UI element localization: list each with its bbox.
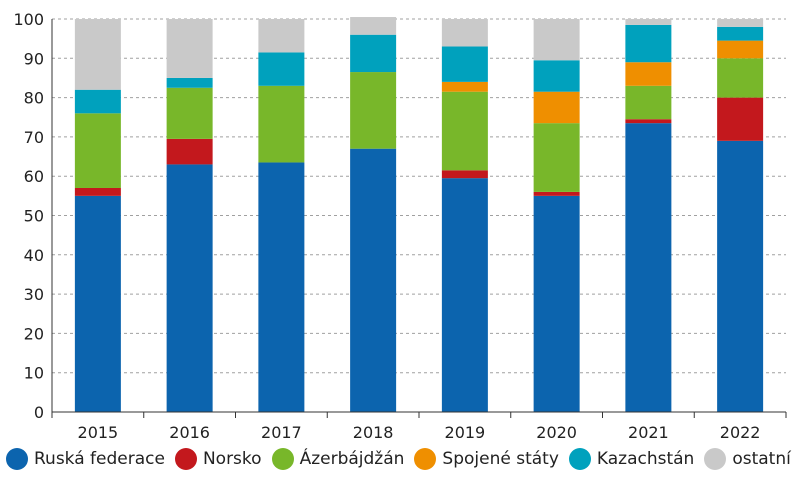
legend-label: Kazachstán — [596, 449, 695, 469]
bar-segment — [625, 119, 672, 124]
legend-label: Norsko — [202, 449, 262, 469]
x-tick-label: 2015 — [78, 423, 119, 441]
bar-segment — [625, 19, 672, 25]
legend-label: ostatní — [732, 449, 791, 469]
bar-segment — [441, 81, 488, 92]
grid — [52, 18, 786, 374]
legend-item: Ruská federace — [6, 448, 165, 470]
x-tick-label: 2020 — [536, 423, 577, 441]
y-tick-label: 60 — [24, 167, 44, 186]
bar-segment — [166, 77, 213, 88]
bar-segment — [166, 87, 213, 139]
bar-segment — [74, 195, 121, 412]
x-tick-label: 2022 — [720, 423, 761, 441]
bar-segment — [166, 138, 213, 165]
x-tick-label: 2017 — [261, 423, 302, 441]
bar-segment — [533, 195, 580, 412]
y-tick-label: 100 — [13, 10, 44, 29]
bar-segment — [166, 19, 213, 78]
bar-segment — [533, 123, 580, 192]
bar-segment — [441, 178, 488, 412]
legend-item: ostatní — [704, 448, 791, 470]
bars — [74, 17, 764, 413]
bar-segment — [441, 170, 488, 179]
x-tick-label: 2021 — [628, 423, 669, 441]
chart-canvas: 0 10 20 30 40 50 60 70 80 90 100 2015 2016 2017 2018 20… — [13, 10, 787, 442]
y-tick-label: 30 — [24, 285, 44, 304]
bar-segment — [625, 85, 672, 120]
bar-segment — [625, 24, 672, 63]
bar-segment — [350, 72, 397, 149]
bar-segment — [625, 123, 672, 413]
legend-item: Spojené státy — [414, 448, 559, 470]
legend-item: Ázerbájdžán — [271, 448, 405, 470]
bar-segment — [74, 89, 121, 114]
bar-segment — [350, 34, 397, 73]
bar-segment — [717, 26, 764, 41]
x-tick-label: 2019 — [445, 423, 486, 441]
y-tick-label: 0 — [34, 403, 44, 422]
x-tick-label: 2018 — [353, 423, 394, 441]
bar-segment — [258, 19, 305, 53]
legend-swatch — [6, 448, 28, 470]
legend-item: Norsko — [174, 448, 262, 470]
y-tick-label: 10 — [24, 364, 44, 383]
bar-segment — [258, 162, 305, 412]
legend-swatch — [704, 448, 727, 470]
axes: 0 10 20 30 40 50 60 70 80 90 100 2015 2016 2017 2018 20… — [13, 10, 787, 442]
bar-segment — [74, 19, 121, 90]
bar-segment — [258, 85, 305, 163]
bar-segment — [74, 187, 121, 196]
legend-swatch — [271, 448, 294, 470]
bar-segment — [166, 164, 213, 412]
bar-segment — [350, 148, 397, 412]
legend-swatch — [568, 448, 591, 470]
bar-segment — [717, 19, 764, 27]
bar-segment — [717, 40, 764, 59]
y-tick-label: 40 — [24, 246, 44, 265]
bar-segment — [441, 19, 488, 47]
bar-segment — [350, 17, 397, 35]
bar-segment — [717, 97, 764, 141]
bar-segment — [533, 60, 580, 92]
bar-segment — [625, 62, 672, 86]
y-tick-label: 80 — [24, 89, 44, 108]
bar-segment — [74, 113, 121, 188]
x-tick-label: 2016 — [169, 423, 210, 441]
y-tick-label: 90 — [24, 49, 44, 68]
bar-segment — [533, 91, 580, 124]
bar-segment — [441, 91, 488, 171]
y-tick-label: 50 — [24, 207, 44, 226]
legend-swatch — [174, 448, 197, 470]
y-tick-label: 70 — [24, 128, 44, 147]
bar-segment — [441, 46, 488, 82]
legend: Ruská federace Norsko Ázerbájdžán Spojené s… — [0, 441, 800, 477]
legend-label: Ruská federace — [34, 449, 165, 469]
legend-item: Kazachstán — [568, 448, 695, 470]
legend-label: Ázerbájdžán — [299, 449, 405, 469]
legend-label: Spojené státy — [442, 449, 559, 469]
bar-segment — [717, 140, 764, 412]
bar-segment — [717, 58, 764, 98]
bar-segment — [533, 191, 580, 196]
bar-segment — [258, 52, 305, 86]
legend-swatch — [414, 448, 437, 470]
y-tick-label: 20 — [24, 324, 44, 343]
bar-segment — [533, 19, 580, 61]
